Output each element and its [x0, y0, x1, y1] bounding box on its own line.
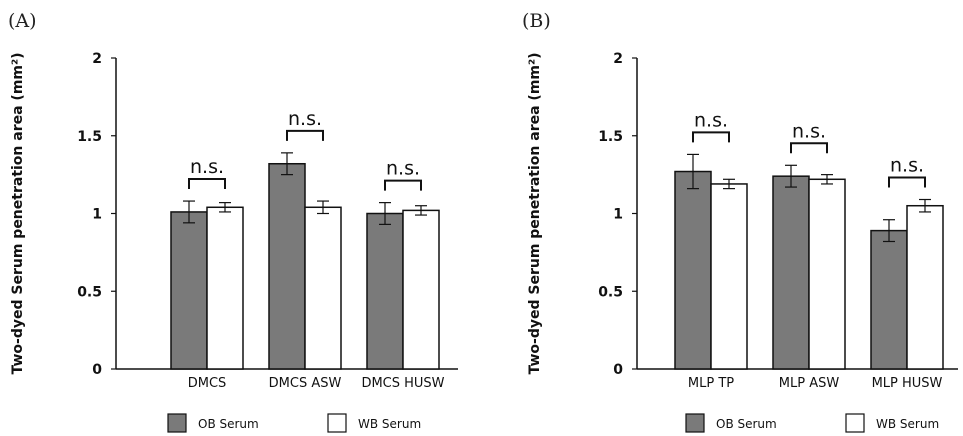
- y-tick-label: 1.5: [598, 129, 623, 145]
- y-tick-label: 2: [92, 51, 102, 67]
- y-tick-label: 1.5: [77, 129, 102, 145]
- panel-b: (B) 0 0.5 1 1.5 2 Two-dyed Serum penetration a…: [522, 10, 958, 391]
- significance-bracket: [790, 142, 828, 154]
- legend-a: OB Serum WB Serum: [167, 413, 421, 433]
- bar: [170, 211, 208, 370]
- panel-label: (B): [522, 10, 551, 32]
- significance-label: n.s.: [190, 156, 224, 178]
- legend-swatch-ob: [167, 413, 187, 433]
- bar: [906, 204, 944, 370]
- y-tick-label: 0: [92, 362, 102, 378]
- category-label: MLP ASW: [779, 376, 840, 391]
- category-label: DMCS: [188, 376, 227, 391]
- significance-label: n.s.: [288, 108, 322, 130]
- y-tick-label: 1: [92, 207, 102, 223]
- y-axis-label: Two-dyed Serum penetration area (mm²): [10, 52, 26, 374]
- significance-label: n.s.: [890, 155, 924, 177]
- category-label: MLP HUSW: [872, 376, 943, 391]
- significance-bracket: [384, 179, 422, 191]
- bar: [206, 206, 244, 370]
- bar: [268, 162, 306, 370]
- bar: [808, 178, 846, 370]
- bar: [402, 209, 440, 370]
- legend-label-ob: OB Serum: [716, 417, 777, 431]
- significance-bracket: [188, 178, 226, 190]
- y-tick-label: 0: [613, 362, 623, 378]
- significance-label: n.s.: [792, 120, 826, 142]
- bar: [304, 206, 342, 370]
- y-tick-label: 2: [613, 51, 623, 67]
- bar: [772, 175, 810, 370]
- legend-b: OB Serum WB Serum: [685, 413, 939, 433]
- y-tick-label: 1: [613, 207, 623, 223]
- significance-bracket: [692, 131, 730, 143]
- bar: [710, 183, 748, 370]
- category-label: DMCS ASW: [269, 376, 342, 391]
- legend-swatch-wb: [845, 413, 865, 433]
- significance-bracket: [286, 129, 324, 141]
- panel-label: (A): [8, 10, 37, 32]
- y-tick-label: 0.5: [598, 284, 623, 300]
- y-tick-label: 0.5: [77, 284, 102, 300]
- bar: [366, 212, 404, 370]
- y-axis-label: Two-dyed Serum penetration area (mm²): [527, 52, 543, 374]
- bar: [674, 170, 712, 370]
- legend-label-ob: OB Serum: [198, 417, 259, 431]
- legend-label-wb: WB Serum: [876, 417, 939, 431]
- significance-bracket: [888, 176, 926, 188]
- category-label: DMCS HUSW: [361, 376, 444, 391]
- panel-a: (A) 0 0.5 1 1.5 2 Two-dyed Serum penetration a…: [8, 10, 458, 391]
- legend-swatch-wb: [327, 413, 347, 433]
- legend-swatch-ob: [685, 413, 705, 433]
- legend-label-wb: WB Serum: [358, 417, 421, 431]
- bar: [870, 229, 908, 370]
- significance-label: n.s.: [694, 109, 728, 131]
- significance-label: n.s.: [386, 158, 420, 180]
- category-label: MLP TP: [688, 376, 734, 391]
